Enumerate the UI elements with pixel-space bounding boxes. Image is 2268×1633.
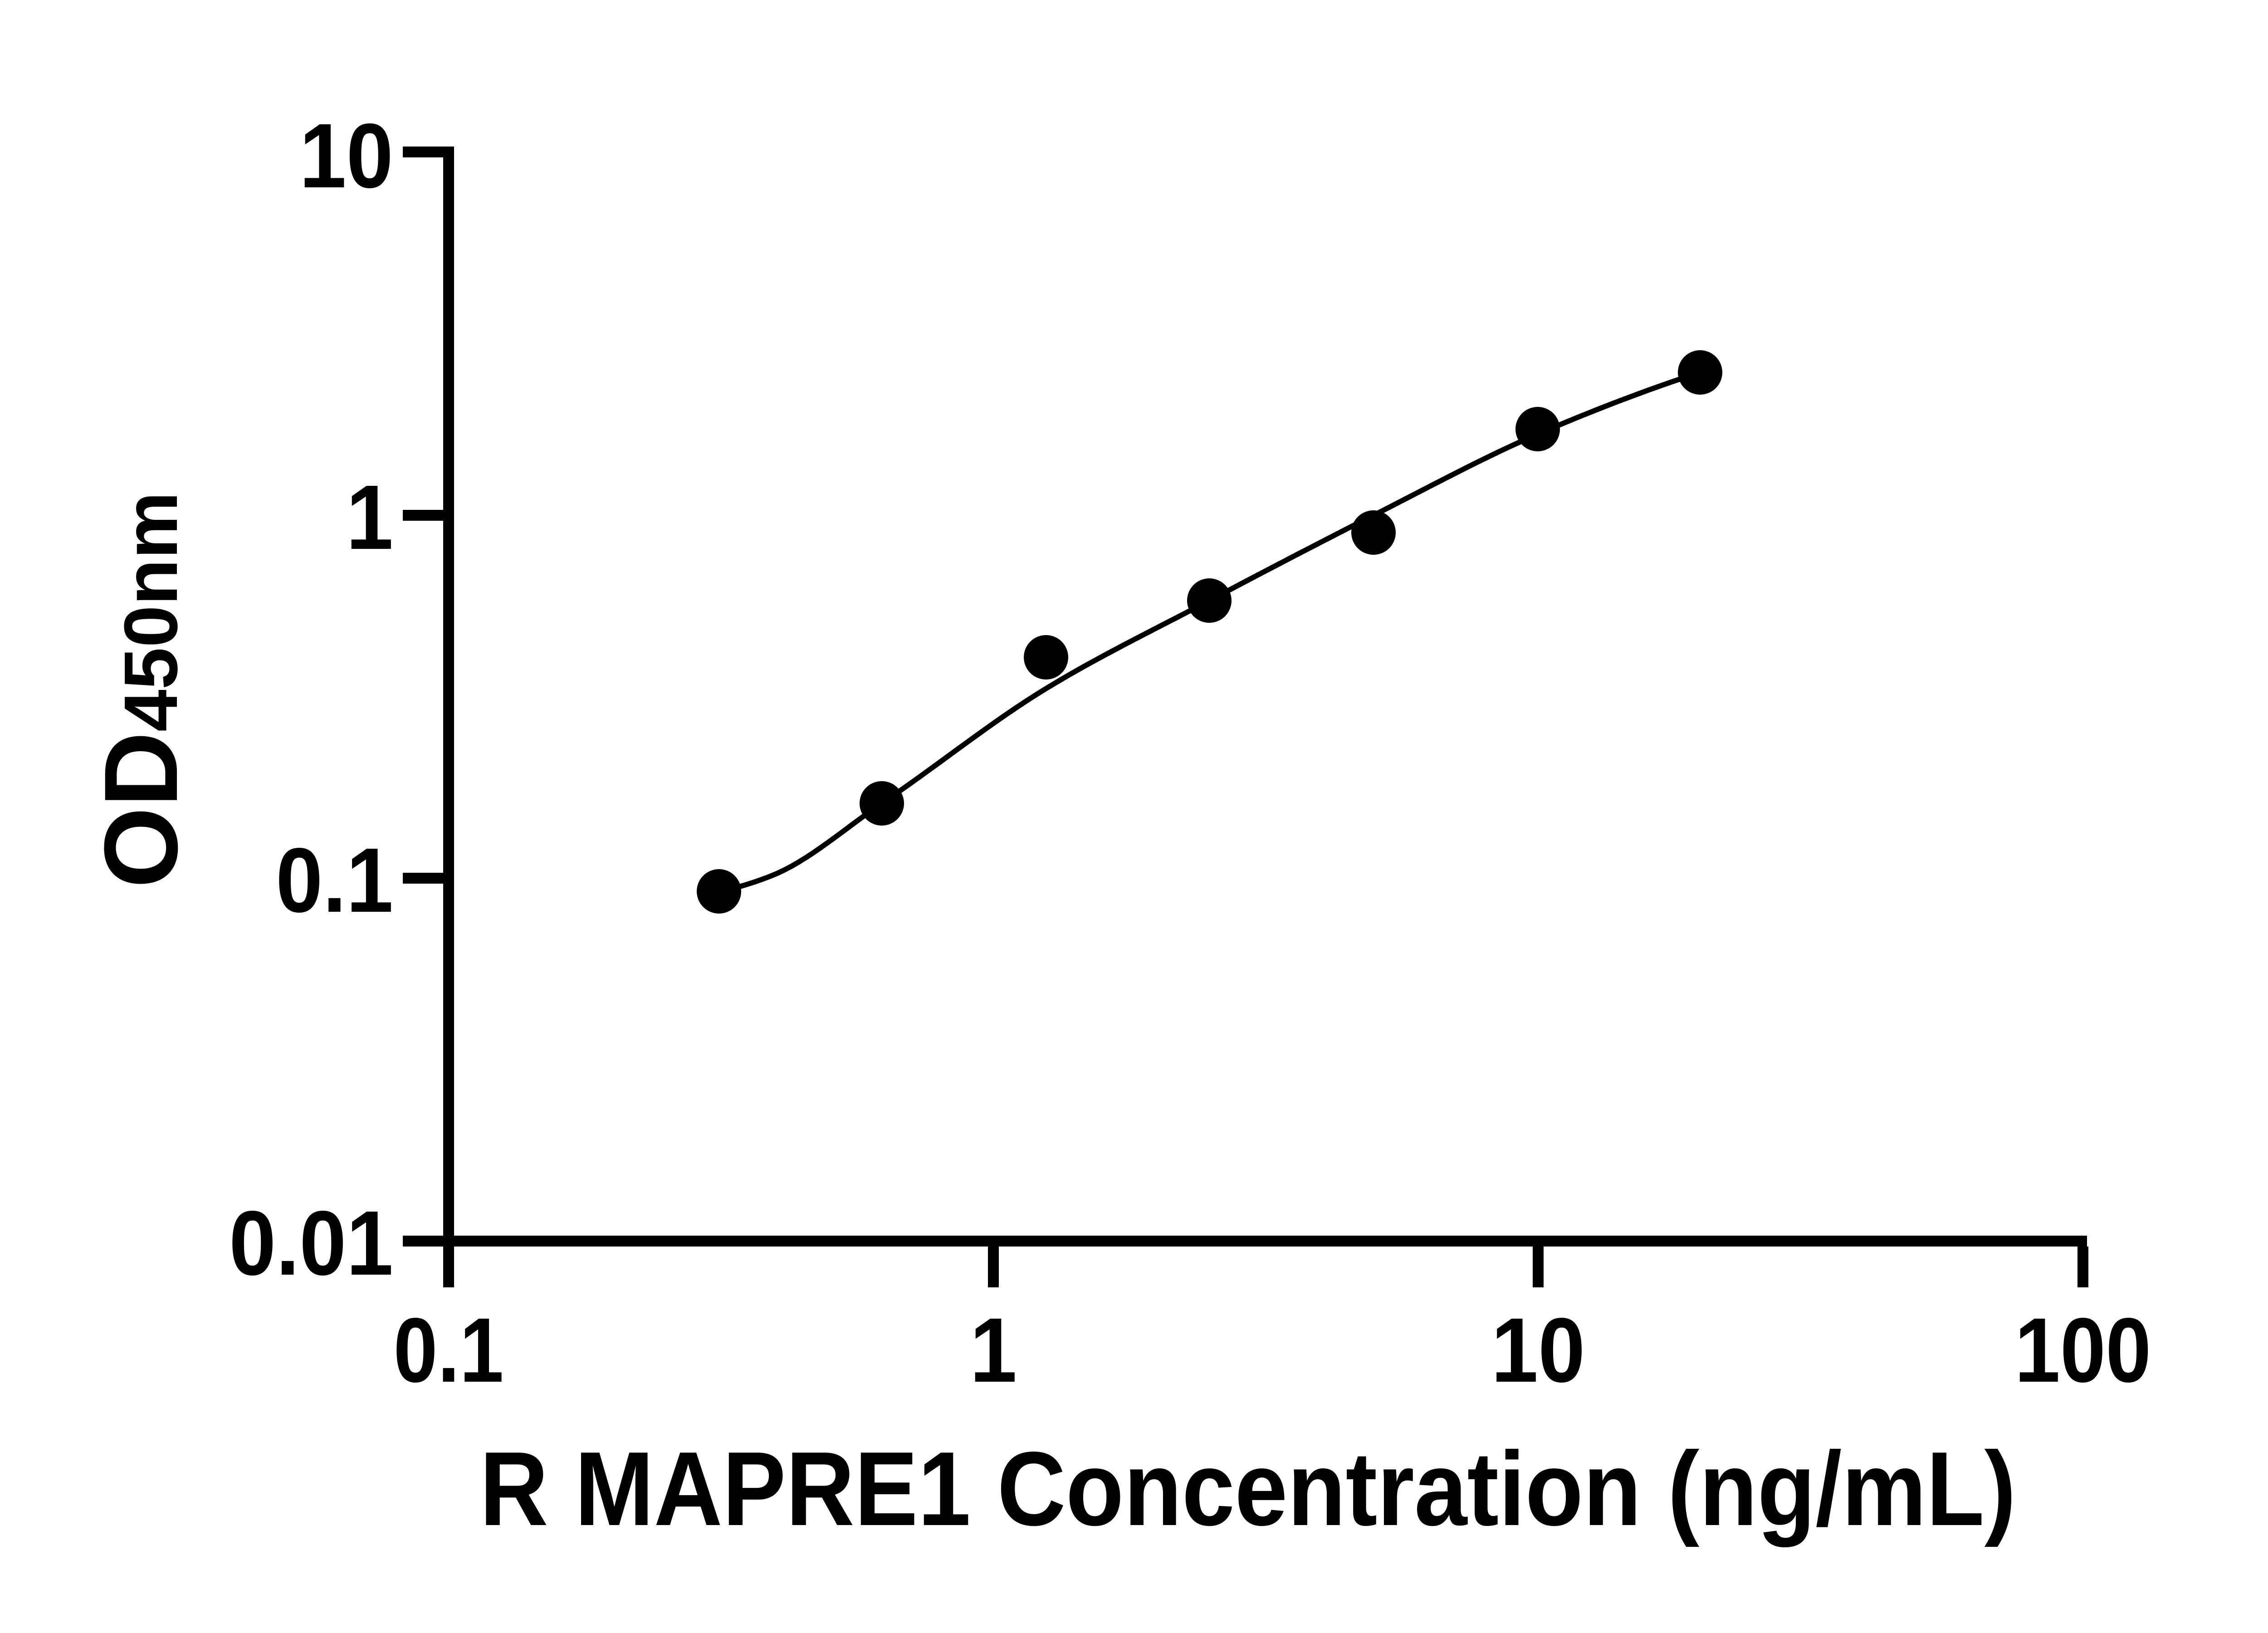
svg-text:100: 100	[2015, 1299, 2151, 1401]
svg-text:1: 1	[970, 1299, 1017, 1401]
svg-text:R MAPRE1 Concentration (ng/mL): R MAPRE1 Concentration (ng/mL)	[480, 1430, 2016, 1548]
svg-text:0.01: 0.01	[229, 1192, 393, 1294]
svg-text:0.1: 0.1	[276, 829, 393, 931]
svg-text:1: 1	[346, 466, 393, 568]
svg-text:0.1: 0.1	[394, 1299, 504, 1401]
svg-text:10: 10	[299, 104, 393, 207]
svg-text:10: 10	[1491, 1299, 1585, 1401]
